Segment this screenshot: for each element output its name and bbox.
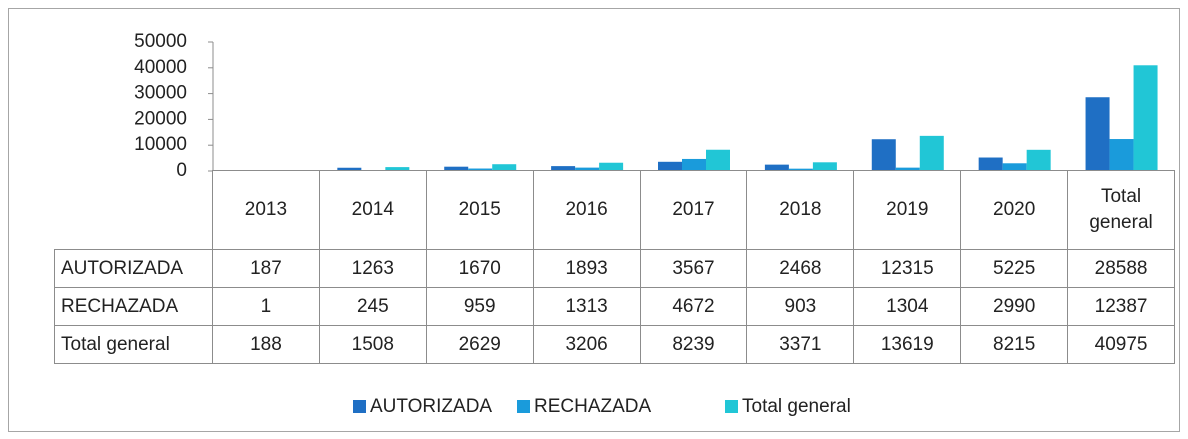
y-tick-label: 20000	[134, 108, 187, 129]
bar	[919, 135, 944, 171]
table-value: 1508	[318, 325, 427, 364]
table-value: 245	[318, 287, 427, 326]
bar	[1085, 97, 1110, 171]
bar	[1133, 65, 1158, 171]
legend-label: Total general	[742, 396, 851, 417]
table-value: 1304	[853, 287, 962, 326]
table-value: 2629	[425, 325, 534, 364]
y-tick-label: 50000	[134, 31, 187, 52]
chart-frame	[8, 8, 1180, 432]
bar	[492, 164, 517, 171]
table-value: 188	[212, 325, 320, 364]
bar	[337, 167, 362, 171]
table-value: 5225	[960, 249, 1069, 288]
table-value: 13619	[853, 325, 962, 364]
bar	[444, 166, 469, 171]
bar	[812, 162, 837, 171]
table-value: 959	[425, 287, 534, 326]
table-header: 2020	[960, 170, 1069, 250]
table-header: 2015	[425, 170, 534, 250]
table-value: 1263	[318, 249, 427, 288]
table-header: 2013	[212, 170, 320, 250]
table-value: 2990	[960, 287, 1069, 326]
bar	[658, 161, 682, 171]
bar	[1109, 139, 1134, 171]
table-value: 3567	[639, 249, 748, 288]
table-value: 3371	[746, 325, 855, 364]
table-header: 2019	[853, 170, 962, 250]
bar	[764, 164, 789, 171]
table-value: 12315	[853, 249, 962, 288]
table-value: 28588	[1067, 249, 1175, 288]
table-value: 8239	[639, 325, 748, 364]
bar	[1002, 163, 1027, 171]
table-header: 2014	[318, 170, 427, 250]
bar	[468, 168, 493, 171]
row-label: RECHAZADA	[54, 287, 213, 326]
table-value: 2468	[746, 249, 855, 288]
bar	[895, 167, 920, 171]
y-tick-label: 30000	[134, 83, 187, 104]
table-value: 12387	[1067, 287, 1175, 326]
table-value: 1893	[532, 249, 641, 288]
table-header: 2018	[746, 170, 855, 250]
table-value: 4672	[639, 287, 748, 326]
table-value: 3206	[532, 325, 641, 364]
legend-label: RECHAZADA	[534, 396, 652, 417]
legend-swatch	[353, 400, 366, 413]
table-header: 2017	[639, 170, 748, 250]
bar	[788, 168, 813, 171]
bar	[1026, 149, 1051, 171]
table-header: Total general	[1067, 170, 1175, 250]
row-label: Total general	[54, 325, 213, 364]
y-tick-label: 0	[176, 160, 187, 181]
table-value: 1	[212, 287, 320, 326]
table-header: 2016	[532, 170, 641, 250]
table-value: 1313	[532, 287, 641, 326]
table-value: 903	[746, 287, 855, 326]
legend-label: AUTORIZADA	[370, 396, 492, 417]
bar	[385, 167, 410, 171]
table-value: 1670	[425, 249, 534, 288]
y-tick-label: 40000	[134, 57, 187, 78]
bar	[706, 149, 730, 171]
bar	[871, 139, 896, 171]
bar	[551, 166, 576, 171]
table-value: 40975	[1067, 325, 1175, 364]
bar	[575, 167, 600, 171]
y-tick-label: 10000	[134, 134, 187, 155]
legend-swatch	[517, 400, 530, 413]
bar	[682, 158, 706, 171]
bar	[599, 162, 624, 171]
bar	[978, 157, 1003, 171]
table-value: 187	[212, 249, 320, 288]
row-label: AUTORIZADA	[54, 249, 213, 288]
legend-swatch	[725, 400, 738, 413]
table-value: 8215	[960, 325, 1069, 364]
